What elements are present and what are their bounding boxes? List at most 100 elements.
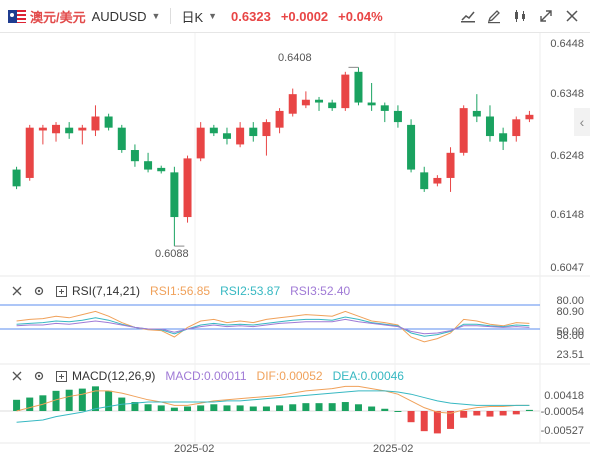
dif-line — [16, 385, 530, 414]
macd-bar — [473, 411, 481, 416]
macd-bar — [210, 404, 218, 411]
candle-body — [459, 108, 468, 153]
macd-bar — [39, 395, 47, 411]
candle-body — [130, 150, 139, 162]
macd-bar — [105, 390, 113, 411]
candle-body — [407, 124, 416, 170]
price-axis-label: 0.6348 — [550, 88, 584, 100]
rsi1-value: RSI1:56.85 — [150, 284, 211, 298]
candle-body — [446, 152, 455, 178]
macd-bar — [78, 388, 86, 411]
macd-bar — [52, 390, 60, 411]
dea-line — [16, 390, 530, 423]
macd-bar — [368, 406, 376, 411]
candle-body — [104, 116, 113, 128]
candle-body — [341, 74, 350, 109]
period-selector[interactable]: 日K — [181, 9, 204, 25]
macd-axis-label: -0.00054 — [540, 406, 584, 418]
price-change: +0.0002 — [280, 8, 329, 24]
macd-bar — [460, 411, 468, 418]
symbol-code[interactable]: AUDUSD — [91, 8, 147, 24]
settings-icon[interactable] — [32, 284, 46, 298]
period-dropdown-icon[interactable]: ▼ — [208, 11, 218, 21]
macd-bar — [197, 405, 205, 411]
candlestick-chart[interactable] — [0, 33, 590, 460]
candle-body — [420, 172, 429, 190]
rsi-axis-label: 50.00 — [556, 326, 584, 338]
price-axis-label: 0.6148 — [550, 209, 584, 221]
candle-body — [144, 161, 153, 170]
macd-bar — [170, 407, 178, 411]
macd-bar — [13, 399, 21, 411]
x-axis-label: 2025-02 — [174, 443, 215, 455]
candle-body — [275, 110, 284, 128]
macd-bar — [91, 386, 99, 411]
macd-bar — [223, 405, 231, 411]
draw-edit-icon[interactable] — [484, 6, 504, 26]
macd-bar — [433, 411, 441, 434]
toggle-icon[interactable] — [54, 369, 68, 383]
macd-bar — [276, 405, 284, 411]
candle-body — [183, 158, 192, 218]
price-axis-label: 0.6047 — [550, 262, 584, 274]
expand-icon[interactable] — [536, 6, 556, 26]
macd-bar — [236, 405, 244, 411]
price-axis-label: 0.6248 — [550, 150, 584, 162]
candle-body — [393, 110, 402, 123]
candle-body — [91, 116, 100, 131]
candle-body — [512, 119, 521, 137]
australia-us-flag-icon — [8, 9, 26, 23]
low-annotation: 0.6088 — [155, 248, 189, 260]
macd-bar — [341, 402, 349, 411]
candle-body — [196, 127, 205, 159]
candle-body — [380, 105, 389, 111]
macd-bar — [381, 408, 389, 411]
macd-bar — [262, 406, 270, 411]
candle-body — [301, 99, 310, 106]
rsi3-line — [16, 318, 530, 335]
candle-body — [65, 127, 74, 134]
close-icon[interactable] — [10, 284, 24, 298]
candle-body — [262, 122, 271, 137]
macd-label[interactable]: MACD(12,26,9) — [72, 369, 156, 383]
close-icon[interactable] — [562, 6, 582, 26]
high-annotation: 0.6408 — [278, 52, 312, 64]
close-icon[interactable] — [10, 369, 24, 383]
candle-type-icon[interactable] — [510, 6, 530, 26]
toggle-icon[interactable] — [54, 284, 68, 298]
candle-body — [222, 133, 231, 139]
rsi-axis-label: 23.51 — [556, 349, 584, 361]
macd-bar — [486, 411, 494, 417]
rsi-axis-label: 80.00 — [556, 295, 584, 307]
rsi-axis-label: 58.00 — [556, 330, 584, 342]
rsi-label[interactable]: RSI(7,14,21) — [72, 284, 141, 298]
candle-body — [354, 71, 363, 103]
macd-bar — [315, 403, 323, 411]
candle-body — [78, 127, 87, 131]
macd-bar — [447, 411, 455, 429]
candle-body — [249, 127, 258, 137]
rsi3-value: RSI3:52.40 — [290, 284, 351, 298]
settings-icon[interactable] — [32, 369, 46, 383]
symbol-header: 澳元/美元 AUDUSD ▼ 日K ▼ 0.6323 +0.0002 +0.04… — [0, 0, 590, 33]
symbol-dropdown-icon[interactable]: ▼ — [151, 11, 161, 21]
macd-bar — [289, 404, 297, 411]
macd-bar — [407, 411, 415, 423]
price-change-pct: +0.04% — [338, 8, 383, 24]
candle-body — [117, 127, 126, 151]
divider — [170, 8, 172, 24]
macd-bar — [354, 404, 362, 411]
candle-body — [236, 127, 245, 145]
symbol-name-cn[interactable]: 澳元/美元 — [30, 9, 86, 25]
dif-value: DIF:0.00052 — [256, 369, 323, 383]
macd-bar — [394, 411, 402, 412]
collapse-panel-icon[interactable]: ‹ — [574, 108, 590, 136]
macd-axis-label: -0.00527 — [540, 425, 584, 437]
indicator-settings-icon[interactable] — [458, 6, 478, 26]
rsi-header: RSI(7,14,21) RSI1:56.85 RSI2:53.87 RSI3:… — [0, 283, 350, 299]
candle-body — [367, 102, 376, 106]
rsi2-line — [16, 316, 530, 337]
macd-bar — [157, 405, 165, 411]
macd-value: MACD:0.00011 — [165, 369, 247, 383]
macd-bar — [184, 406, 192, 411]
